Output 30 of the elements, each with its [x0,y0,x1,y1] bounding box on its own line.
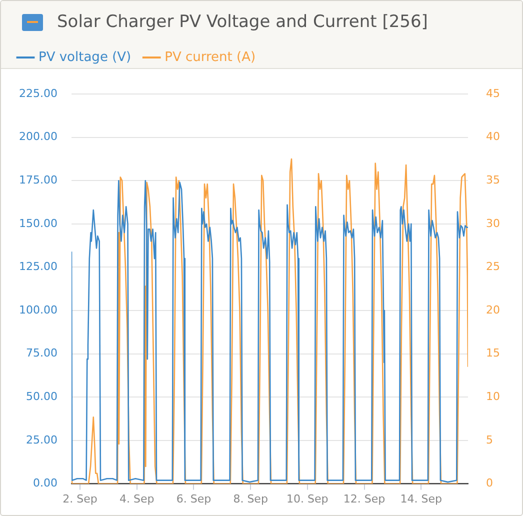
y-tick-label: 225.00 [18,86,58,100]
y-tick-label: 0.00 [32,476,58,490]
x-tick-label: 4. Sep [119,492,154,506]
x-tick-label: 8. Sep [233,492,268,506]
x-tick-label: 14. Sep [400,492,442,506]
legend-label: PV current (A) [164,50,256,65]
y-tick-label: 50.00 [26,390,58,404]
legend-label: PV voltage (V) [38,50,132,65]
y2-tick-label: 0 [486,476,494,490]
y-tick-label: 150.00 [18,216,58,230]
x-tick-label: 10. Sep [286,492,328,506]
y2-tick-label: 15 [486,346,500,360]
y2-tick-label: 5 [486,433,494,446]
y2-tick-label: 20 [486,303,500,316]
y2-tick-label: 10 [486,390,500,404]
x-tick-label: 2. Sep [62,492,98,506]
x-tick-label: 6. Sep [176,492,212,506]
y-tick-label: 75.00 [26,346,58,360]
y-tick-label: 125.00 [18,260,58,274]
x-tick-label: 12. Sep [343,492,386,506]
y2-tick-label: 45 [486,86,500,100]
y2-tick-label: 25 [486,260,500,274]
y2-tick-label: 35 [486,173,500,186]
y-tick-label: 100.00 [18,303,58,316]
y-tick-label: 175.00 [18,173,58,186]
y-tick-label: 200.00 [18,130,58,144]
y-tick-label: 25.00 [26,433,58,446]
chart-title: Solar Charger PV Voltage and Current [256] [57,12,428,32]
y2-tick-label: 40 [486,130,500,144]
y2-tick-label: 30 [486,216,500,230]
